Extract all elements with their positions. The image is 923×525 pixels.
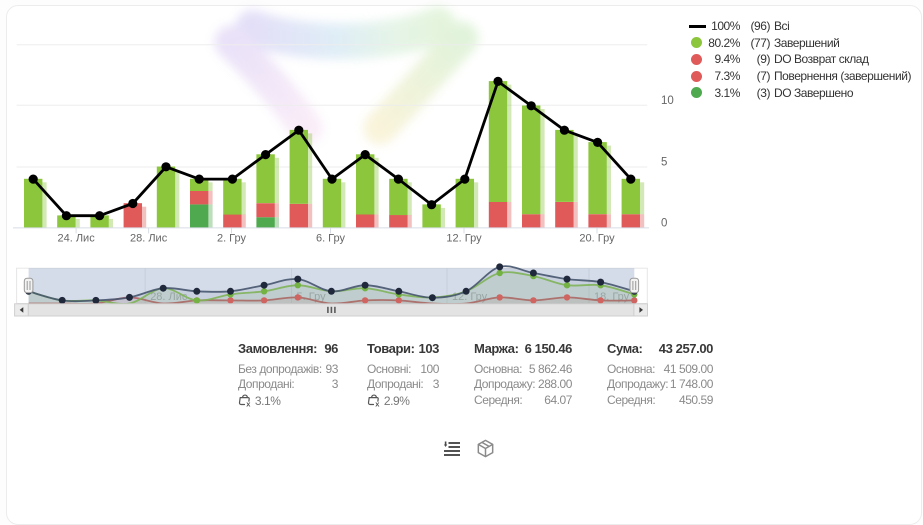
- svg-text:5: 5: [661, 157, 667, 169]
- svg-text:12. Гру: 12. Гру: [446, 233, 482, 245]
- svg-text:6. Гру: 6. Гру: [316, 233, 346, 245]
- svg-text:20. Гру: 20. Гру: [579, 233, 615, 245]
- svg-text:28. Лис: 28. Лис: [130, 233, 168, 245]
- svg-text:24. Лис: 24. Лис: [57, 233, 95, 245]
- svg-text:0: 0: [661, 218, 667, 230]
- svg-text:2. Гру: 2. Гру: [217, 233, 247, 245]
- svg-text:10: 10: [661, 95, 674, 107]
- svg-text:5. Гру: 5. Гру: [297, 291, 327, 303]
- svg-text:x: x: [246, 399, 251, 407]
- svg-text:x: x: [375, 399, 380, 407]
- svg-text:28. Лис: 28. Лис: [150, 291, 188, 303]
